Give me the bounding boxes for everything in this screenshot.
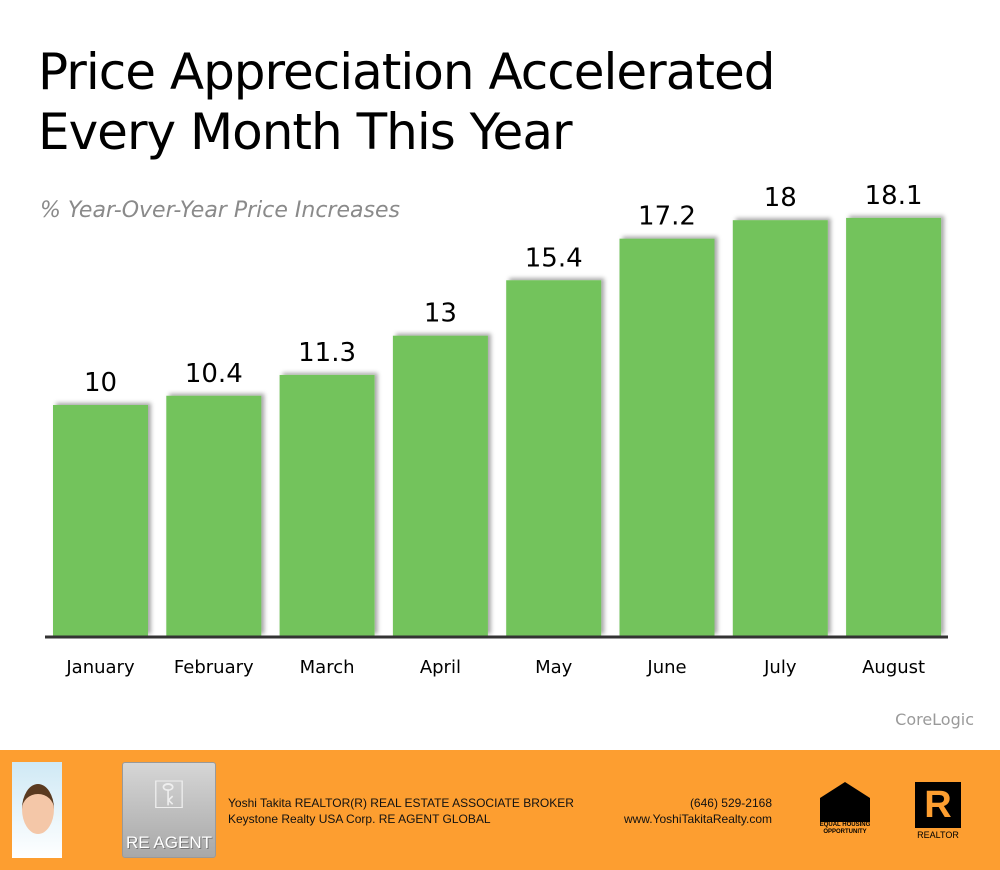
value-label: 10.4: [185, 359, 243, 389]
footer-banner: ⚿ RE AGENT Yoshi Takita REALTOR(R) REAL E…: [0, 750, 1000, 870]
x-tick-label: June: [646, 657, 686, 678]
value-label: 18.1: [865, 181, 923, 211]
house-icon: [820, 782, 870, 822]
bar-march: [279, 374, 375, 636]
agent-name: Yoshi Takita REALTOR(R) REAL ESTATE ASSO…: [228, 796, 574, 810]
equal-housing-logo: EQUAL HOUSING OPPORTUNITY: [815, 782, 875, 836]
agent-phone: (646) 529-2168: [689, 796, 772, 810]
agent-caricature: [12, 762, 62, 858]
realtor-logo: R REALTOR: [912, 782, 964, 840]
value-label: 17.2: [638, 202, 696, 232]
bar-june: [619, 238, 715, 636]
x-tick-label: August: [862, 657, 925, 678]
source-label: CoreLogic: [895, 710, 974, 729]
x-tick-label: March: [300, 657, 355, 678]
agent-company: Keystone Realty USA Corp. RE AGENT GLOBA…: [228, 812, 491, 826]
x-tick-label: July: [763, 657, 797, 678]
chart-subtitle: % Year-Over-Year Price Increases: [40, 198, 400, 223]
bar-chart: 10 January 10.4 February 11.3 March 13 April 15.…: [45, 181, 948, 678]
value-label: 10: [84, 368, 117, 398]
x-tick-label: April: [420, 657, 461, 678]
value-label: 11.3: [298, 338, 356, 368]
bar-august: [846, 217, 942, 636]
x-tick-label: February: [174, 657, 254, 678]
value-label: 13: [424, 299, 457, 329]
value-label: 15.4: [525, 243, 583, 273]
keys-icon: ⚿: [153, 773, 185, 817]
re-agent-logo: ⚿ RE AGENT: [122, 762, 216, 858]
bar-april: [392, 335, 488, 636]
title-line-1: Price Appreciation Accelerated: [38, 43, 775, 101]
bar-january: [53, 405, 148, 636]
x-tick-label: May: [535, 657, 573, 678]
title-line-2: Every Month This Year: [38, 103, 573, 161]
value-label: 18: [764, 183, 797, 213]
chart-title: Price Appreciation Accelerated Every Mon…: [38, 42, 775, 162]
agent-website[interactable]: www.YoshiTakitaRealty.com: [623, 812, 772, 826]
x-tick-label: January: [65, 657, 135, 678]
bar-may: [506, 280, 602, 636]
bar-july: [732, 220, 828, 636]
bar-february: [166, 395, 262, 636]
